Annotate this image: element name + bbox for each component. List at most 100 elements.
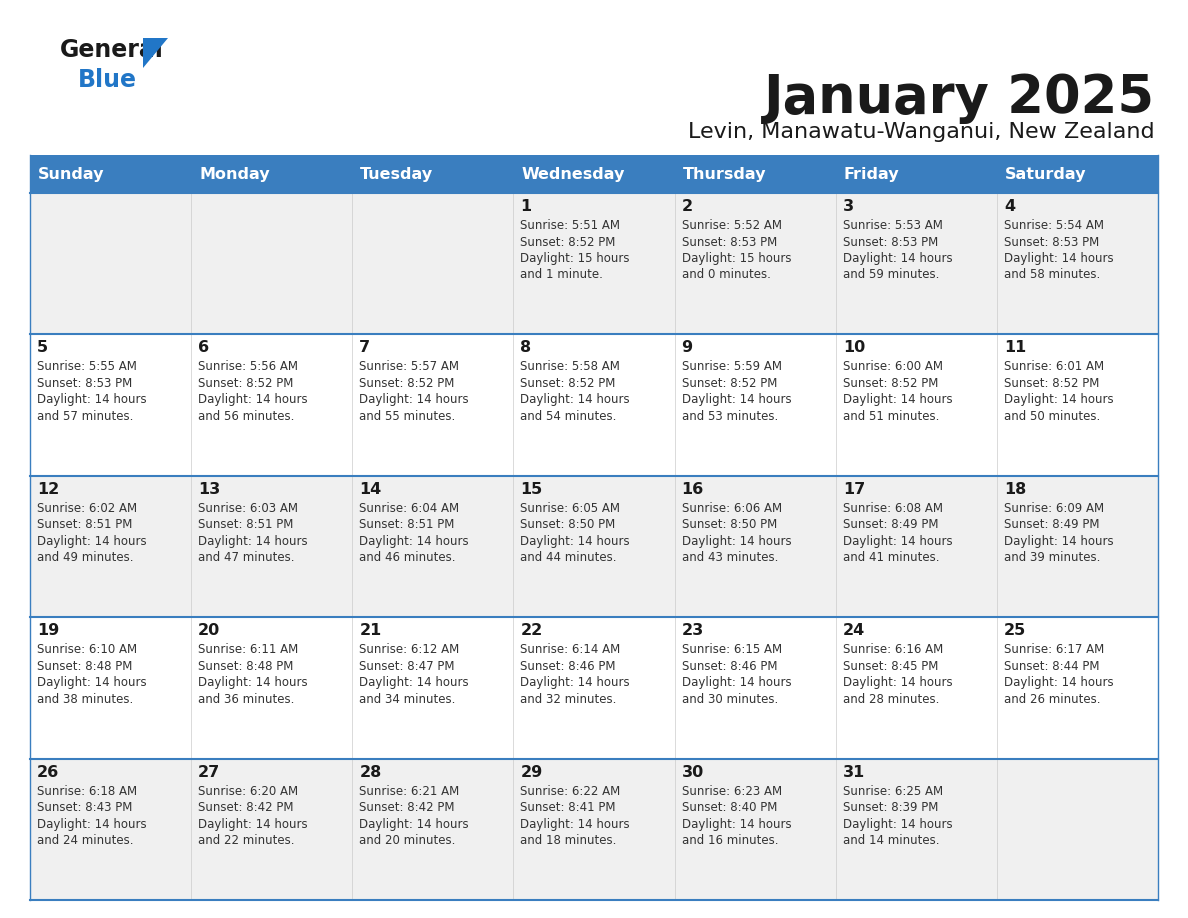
Text: Sunset: 8:42 PM: Sunset: 8:42 PM <box>198 801 293 814</box>
Text: 17: 17 <box>842 482 865 497</box>
Text: 30: 30 <box>682 765 703 779</box>
Text: Sunrise: 6:11 AM: Sunrise: 6:11 AM <box>198 644 298 656</box>
Text: Levin, Manawatu-Wanganui, New Zealand: Levin, Manawatu-Wanganui, New Zealand <box>688 122 1155 142</box>
Text: and 54 minutes.: and 54 minutes. <box>520 410 617 423</box>
Text: Sunset: 8:51 PM: Sunset: 8:51 PM <box>359 519 455 532</box>
Text: 2: 2 <box>682 199 693 214</box>
Text: 7: 7 <box>359 341 371 355</box>
Text: and 0 minutes.: and 0 minutes. <box>682 268 771 282</box>
Text: 1: 1 <box>520 199 531 214</box>
Text: Daylight: 15 hours: Daylight: 15 hours <box>520 252 630 265</box>
Text: and 55 minutes.: and 55 minutes. <box>359 410 455 423</box>
Text: and 43 minutes.: and 43 minutes. <box>682 552 778 565</box>
Text: 20: 20 <box>198 623 221 638</box>
Text: 23: 23 <box>682 623 703 638</box>
Text: and 58 minutes.: and 58 minutes. <box>1004 268 1100 282</box>
Bar <box>30 193 191 334</box>
Text: Sunset: 8:52 PM: Sunset: 8:52 PM <box>520 236 615 249</box>
Text: and 20 minutes.: and 20 minutes. <box>359 834 456 847</box>
Text: Sunset: 8:53 PM: Sunset: 8:53 PM <box>682 236 777 249</box>
Text: Sunrise: 6:04 AM: Sunrise: 6:04 AM <box>359 502 460 515</box>
Bar <box>30 758 191 900</box>
Text: Sunrise: 5:57 AM: Sunrise: 5:57 AM <box>359 361 460 374</box>
Text: 9: 9 <box>682 341 693 355</box>
Text: Sunset: 8:52 PM: Sunset: 8:52 PM <box>520 377 615 390</box>
Bar <box>191 617 353 758</box>
Text: Sunset: 8:42 PM: Sunset: 8:42 PM <box>359 801 455 814</box>
Text: Daylight: 14 hours: Daylight: 14 hours <box>842 394 953 407</box>
Bar <box>191 476 353 617</box>
Text: Sunrise: 5:58 AM: Sunrise: 5:58 AM <box>520 361 620 374</box>
Bar <box>513 334 675 476</box>
Text: Sunset: 8:45 PM: Sunset: 8:45 PM <box>842 660 939 673</box>
Text: Saturday: Saturday <box>1005 166 1086 182</box>
Bar <box>835 476 997 617</box>
Text: Sunrise: 5:52 AM: Sunrise: 5:52 AM <box>682 219 782 232</box>
Text: 14: 14 <box>359 482 381 497</box>
Bar <box>191 334 353 476</box>
Text: 18: 18 <box>1004 482 1026 497</box>
Bar <box>30 155 191 193</box>
Text: Daylight: 14 hours: Daylight: 14 hours <box>1004 677 1113 689</box>
Text: Sunset: 8:53 PM: Sunset: 8:53 PM <box>842 236 939 249</box>
Text: and 32 minutes.: and 32 minutes. <box>520 693 617 706</box>
Text: 5: 5 <box>37 341 49 355</box>
Bar <box>30 334 191 476</box>
Text: Sunset: 8:48 PM: Sunset: 8:48 PM <box>198 660 293 673</box>
Text: Daylight: 14 hours: Daylight: 14 hours <box>520 535 630 548</box>
Text: 8: 8 <box>520 341 531 355</box>
Text: Sunset: 8:52 PM: Sunset: 8:52 PM <box>842 377 939 390</box>
Text: and 47 minutes.: and 47 minutes. <box>198 552 295 565</box>
Text: Daylight: 14 hours: Daylight: 14 hours <box>520 818 630 831</box>
Text: Sunset: 8:48 PM: Sunset: 8:48 PM <box>37 660 132 673</box>
Text: Thursday: Thursday <box>683 166 766 182</box>
Text: 15: 15 <box>520 482 543 497</box>
Text: Sunrise: 6:12 AM: Sunrise: 6:12 AM <box>359 644 460 656</box>
Bar <box>835 155 997 193</box>
Bar <box>675 758 835 900</box>
Text: Sunrise: 5:59 AM: Sunrise: 5:59 AM <box>682 361 782 374</box>
Text: Daylight: 14 hours: Daylight: 14 hours <box>842 677 953 689</box>
Bar <box>997 155 1158 193</box>
Text: and 16 minutes.: and 16 minutes. <box>682 834 778 847</box>
Text: and 49 minutes.: and 49 minutes. <box>37 552 133 565</box>
Bar <box>997 334 1158 476</box>
Text: Daylight: 14 hours: Daylight: 14 hours <box>682 394 791 407</box>
Text: Sunrise: 6:20 AM: Sunrise: 6:20 AM <box>198 785 298 798</box>
Bar <box>513 758 675 900</box>
Text: Sunset: 8:50 PM: Sunset: 8:50 PM <box>520 519 615 532</box>
Text: and 50 minutes.: and 50 minutes. <box>1004 410 1100 423</box>
Text: Sunset: 8:49 PM: Sunset: 8:49 PM <box>1004 519 1099 532</box>
Text: and 38 minutes.: and 38 minutes. <box>37 693 133 706</box>
Text: Daylight: 15 hours: Daylight: 15 hours <box>682 252 791 265</box>
Text: Sunrise: 6:23 AM: Sunrise: 6:23 AM <box>682 785 782 798</box>
Text: Daylight: 14 hours: Daylight: 14 hours <box>1004 535 1113 548</box>
Text: and 39 minutes.: and 39 minutes. <box>1004 552 1100 565</box>
Text: 13: 13 <box>198 482 221 497</box>
Bar <box>675 334 835 476</box>
Text: and 1 minute.: and 1 minute. <box>520 268 604 282</box>
Text: Sunset: 8:46 PM: Sunset: 8:46 PM <box>520 660 615 673</box>
Text: Sunrise: 6:18 AM: Sunrise: 6:18 AM <box>37 785 137 798</box>
Text: Sunset: 8:44 PM: Sunset: 8:44 PM <box>1004 660 1099 673</box>
Text: Sunset: 8:41 PM: Sunset: 8:41 PM <box>520 801 615 814</box>
Text: Sunrise: 6:05 AM: Sunrise: 6:05 AM <box>520 502 620 515</box>
Text: Sunrise: 5:53 AM: Sunrise: 5:53 AM <box>842 219 942 232</box>
Bar <box>191 155 353 193</box>
Text: Wednesday: Wednesday <box>522 166 625 182</box>
Text: Sunrise: 6:01 AM: Sunrise: 6:01 AM <box>1004 361 1104 374</box>
Bar <box>353 617 513 758</box>
Bar <box>513 476 675 617</box>
Bar <box>835 617 997 758</box>
Text: Sunrise: 6:09 AM: Sunrise: 6:09 AM <box>1004 502 1104 515</box>
Text: and 26 minutes.: and 26 minutes. <box>1004 693 1100 706</box>
Text: 22: 22 <box>520 623 543 638</box>
Text: 6: 6 <box>198 341 209 355</box>
Text: Daylight: 14 hours: Daylight: 14 hours <box>198 677 308 689</box>
Text: 16: 16 <box>682 482 703 497</box>
Bar <box>835 758 997 900</box>
Text: Sunset: 8:53 PM: Sunset: 8:53 PM <box>1004 236 1099 249</box>
Bar <box>30 476 191 617</box>
Text: and 30 minutes.: and 30 minutes. <box>682 693 778 706</box>
Text: and 59 minutes.: and 59 minutes. <box>842 268 939 282</box>
